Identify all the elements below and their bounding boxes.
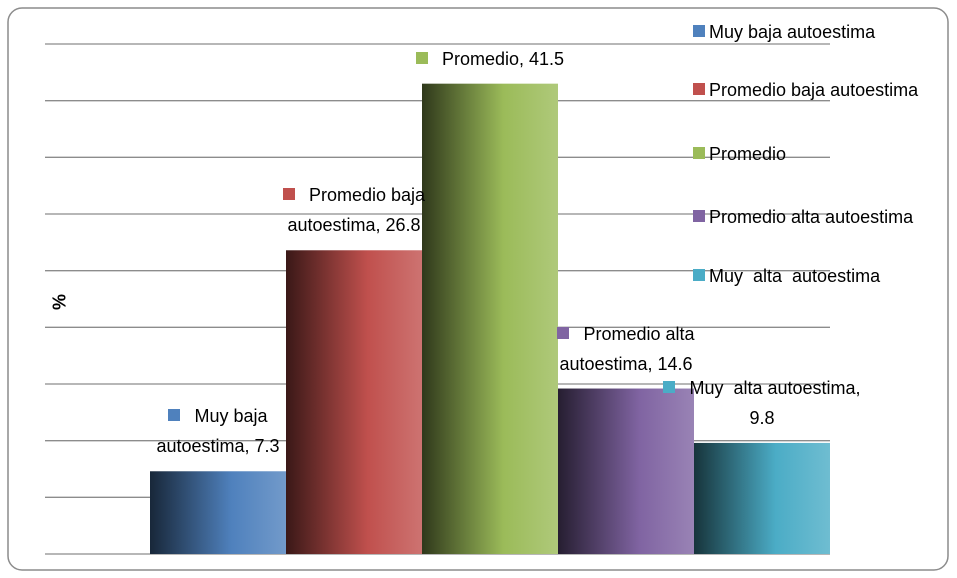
bar [286, 250, 422, 554]
bar [150, 471, 286, 554]
legend-text: Muy alta autoestima [709, 266, 880, 286]
data-label-text: Promedio alta autoestima, 14.6 [559, 324, 699, 374]
y-axis-label: % [50, 294, 71, 310]
legend-text: Promedio baja autoestima [709, 80, 918, 100]
data-label: Promedio baja autoestima, 26.8 [254, 180, 454, 240]
bar [694, 443, 830, 554]
legend-marker [693, 269, 705, 281]
legend-marker [693, 147, 705, 159]
legend-text: Muy baja autoestima [709, 22, 875, 42]
legend-marker [693, 25, 705, 37]
data-label: Muy baja autoestima, 7.3 [143, 401, 293, 461]
data-label: Promedio alta autoestima, 14.6 [531, 319, 721, 379]
label-marker [416, 52, 428, 64]
label-marker [283, 188, 295, 200]
data-label-text: Promedio baja autoestima, 26.8 [287, 185, 430, 235]
data-label-text: Muy alta autoestima, 9.8 [689, 378, 865, 428]
legend-entry: Promedio alta autoestima [693, 203, 943, 231]
label-marker [168, 409, 180, 421]
data-label: Muy alta autoestima, 9.8 [662, 373, 862, 433]
data-label-text: Promedio, 41.5 [442, 49, 564, 69]
legend-entry: Muy alta autoestima [693, 262, 943, 290]
legend-entry: Muy baja autoestima [693, 18, 943, 46]
legend-marker [693, 210, 705, 222]
legend-text: Promedio [709, 144, 786, 164]
data-label: Promedio, 41.5 [360, 44, 620, 74]
legend-marker [693, 83, 705, 95]
label-marker [557, 327, 569, 339]
label-marker [663, 381, 675, 393]
legend-text: Promedio alta autoestima [709, 207, 913, 227]
chart: % Muy baja autoestima, 7.3 Muy baja autoe… [0, 0, 957, 578]
legend-entry: Promedio [693, 140, 943, 168]
legend-entry: Promedio baja autoestima [693, 76, 943, 104]
